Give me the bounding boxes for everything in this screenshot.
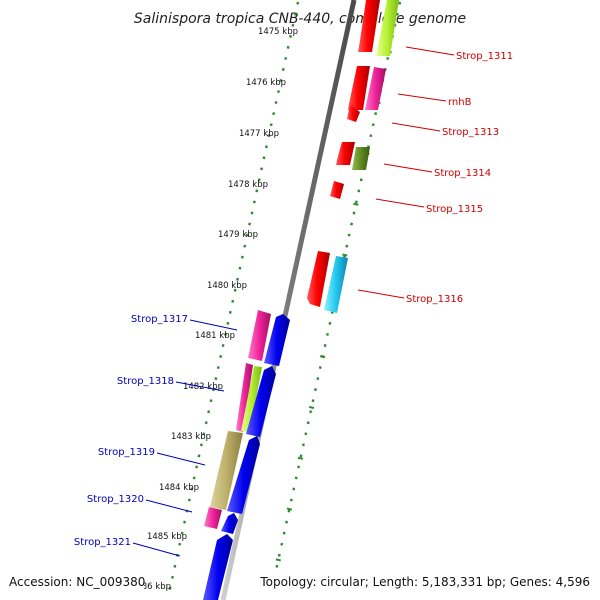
leader-line — [156, 452, 206, 466]
leader-line — [405, 46, 455, 56]
gene-strop-1313[interactable] — [347, 105, 360, 122]
gene-strop-1320-blue[interactable] — [221, 513, 238, 534]
gene-strop-1319-blue[interactable] — [227, 436, 260, 514]
gene-strop-1321[interactable] — [203, 534, 233, 600]
summary-backdrop — [257, 572, 595, 590]
tick-label: 1485 kbp — [147, 532, 187, 542]
gene-label-strop-1321[interactable]: Strop_1321 — [74, 537, 131, 548]
tick-label: 1483 kbp — [171, 432, 211, 442]
tick-label: 1480 kbp — [207, 281, 247, 291]
gene-label-strop-1314[interactable]: Strop_1314 — [434, 168, 491, 179]
leader-line — [397, 93, 447, 102]
summary-text: Topology: circular; Length: 5,183,331 bp… — [259, 575, 590, 589]
gene-label-strop-1320[interactable]: Strop_1320 — [87, 494, 144, 505]
gene-label-strop-1315[interactable]: Strop_1315 — [426, 204, 483, 215]
gene-strop-1318-lime[interactable] — [241, 366, 262, 432]
accession-backdrop — [6, 572, 144, 590]
forward-gene-labels: Strop_1311 rnhB Strop_1313 Strop_1314 St… — [357, 46, 513, 305]
leader-line — [175, 381, 225, 392]
leader-line — [189, 319, 238, 331]
tick-label: 1478 kbp — [228, 180, 268, 190]
tick-label: 1486 kbp — [131, 582, 171, 592]
gene-strop-1316[interactable] — [324, 256, 348, 313]
gene-strop-1318[interactable] — [236, 363, 253, 432]
gene-strop-1317[interactable] — [248, 310, 271, 361]
tick-label: 1476 kbp — [246, 78, 286, 88]
gene-label-strop-1311[interactable]: Strop_1311 — [456, 51, 513, 62]
leader-line — [391, 122, 441, 132]
gene-strop-1311[interactable] — [348, 66, 370, 110]
leader-line — [132, 542, 181, 557]
tick-label: 1484 kbp — [159, 483, 199, 493]
leader-line — [357, 289, 405, 299]
gene-strop-1314[interactable] — [352, 147, 370, 170]
leader-line — [145, 499, 193, 513]
gene-strop-1318-blue[interactable] — [246, 366, 276, 437]
gene-label-rnhb[interactable]: rnhB — [448, 97, 472, 108]
accession-text: Accession: NC_009380 — [9, 575, 145, 589]
gene-rnhb[interactable] — [365, 67, 386, 110]
reverse-gene-labels: Strop_1317 Strop_1318 Strop_1319 Strop_1… — [74, 314, 238, 557]
map-title: Salinispora tropica CNB-440, complete ge… — [134, 11, 466, 27]
gene-strop-1319[interactable] — [210, 431, 243, 510]
gene-label-strop-1319[interactable]: Strop_1319 — [98, 447, 155, 458]
gene-label-strop-1316[interactable]: Strop_1316 — [406, 294, 463, 305]
tick-label: 1475 kbp — [258, 27, 298, 37]
gene-strop-1311-upper[interactable] — [358, 0, 380, 52]
gene-strop-1317-blue[interactable] — [264, 314, 290, 366]
gene-label-strop-1317[interactable]: Strop_1317 — [131, 314, 188, 325]
tick-label: 1481 kbp — [195, 331, 235, 341]
tick-label: 1477 kbp — [239, 129, 279, 139]
gene-strop-1316-red[interactable] — [307, 251, 330, 307]
gene-strop-1314-red[interactable] — [336, 142, 355, 165]
gene-label-strop-1313[interactable]: Strop_1313 — [442, 127, 499, 138]
gene-strop-1320[interactable] — [204, 507, 222, 529]
tick-label: 1479 kbp — [218, 230, 258, 240]
gene-strop-1315[interactable] — [330, 181, 344, 199]
gene-strop-1311-lime[interactable] — [376, 0, 399, 56]
forward-strand-genes — [307, 0, 399, 313]
gene-label-strop-1318[interactable]: Strop_1318 — [117, 376, 174, 387]
leader-line — [375, 198, 425, 208]
reverse-strand-genes — [203, 310, 290, 600]
leader-line — [383, 163, 433, 173]
